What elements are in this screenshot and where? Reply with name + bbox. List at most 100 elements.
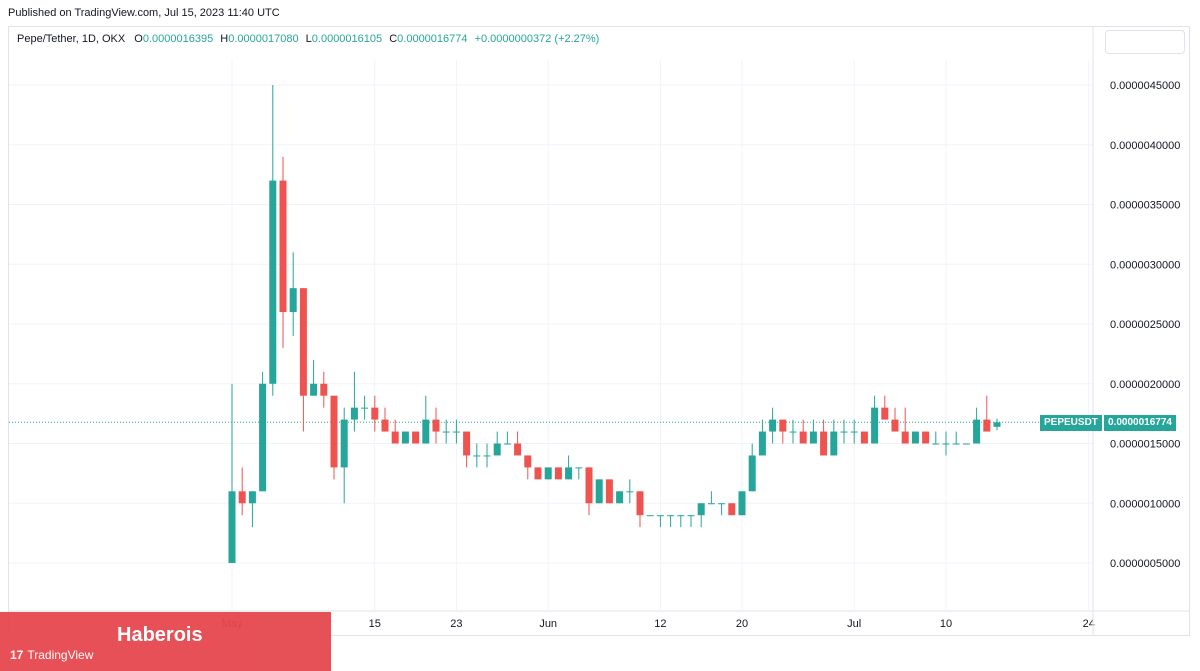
candle-body xyxy=(830,431,838,456)
candle-body xyxy=(299,288,307,396)
candle-body xyxy=(911,431,919,444)
candle-body xyxy=(554,467,562,480)
chart-frame xyxy=(8,26,1190,636)
legend-low-key: L xyxy=(305,33,312,45)
candle-body xyxy=(932,443,940,445)
tradingview-label: TradingView xyxy=(27,648,94,662)
candle-body xyxy=(626,491,634,493)
candle-body xyxy=(350,407,358,420)
candle-body xyxy=(850,431,858,433)
candle-body xyxy=(973,419,981,444)
candle-body xyxy=(330,395,338,468)
candle-body xyxy=(575,467,583,469)
candle-body xyxy=(595,479,603,504)
y-tick-label: 0.0000030000 xyxy=(1110,259,1180,271)
candle-body xyxy=(667,515,675,517)
candle-body xyxy=(493,443,501,456)
candle-body xyxy=(860,431,868,444)
watermark-name: Haberois xyxy=(117,624,203,646)
y-tick-label: 0.0000045000 xyxy=(1110,80,1180,92)
candle-body xyxy=(391,431,399,444)
candle-body xyxy=(381,419,389,432)
candle-body xyxy=(952,443,960,445)
x-tick-label: Jul xyxy=(847,618,861,630)
candle-body xyxy=(707,503,715,505)
legend-high-value: 0.0000017080 xyxy=(228,33,299,45)
candle-body xyxy=(677,515,685,517)
x-tick-label: 10 xyxy=(940,618,952,630)
candle-body xyxy=(340,419,348,468)
candle-body xyxy=(799,431,807,444)
candle-body xyxy=(238,491,246,504)
price-tag-value: 0.0000016774 xyxy=(1104,415,1176,431)
legend-symbol[interactable]: Pepe/Tether, 1D, OKX xyxy=(17,33,126,45)
candle-body xyxy=(514,443,522,456)
candle-body xyxy=(840,431,848,433)
candle-body xyxy=(442,431,450,433)
candle-body xyxy=(320,383,328,396)
candle-body xyxy=(820,431,828,456)
candle-body xyxy=(371,407,379,420)
legend-open-value: 0.0000016395 xyxy=(142,33,214,45)
candle-body xyxy=(503,443,511,445)
watermark-banner: Haberois 17 TradingView xyxy=(0,612,331,671)
y-tick-label: 0.0000040000 xyxy=(1110,140,1180,152)
candle-body xyxy=(758,431,766,456)
candle-body xyxy=(881,407,889,420)
candle-body xyxy=(422,419,430,444)
candle-body xyxy=(901,431,909,444)
legend-low-value: 0.0000016105 xyxy=(311,33,383,45)
candle-body xyxy=(534,467,542,480)
candle-body xyxy=(605,479,613,504)
candle-body xyxy=(809,431,817,444)
candle-body xyxy=(452,431,460,433)
candle-body xyxy=(656,515,664,517)
candle-body xyxy=(687,515,695,517)
ohlc-legend: Pepe/Tether, 1D, OKX O0.0000016395 H0.00… xyxy=(17,33,599,45)
legend-close-value: 0.0000016774 xyxy=(397,33,468,45)
candle-body xyxy=(310,383,318,396)
y-tick-label: 0.0000025000 xyxy=(1110,319,1180,331)
y-tick-label: 0.0000015000 xyxy=(1110,439,1180,451)
candle-body xyxy=(473,455,481,457)
candle-body xyxy=(585,467,593,504)
candle-body xyxy=(401,431,409,444)
candle-body xyxy=(738,491,746,516)
candle-body xyxy=(544,467,552,480)
price-tag-symbol: PEPEUSDT xyxy=(1040,415,1102,431)
legend-high-key: H xyxy=(220,33,229,45)
candle-body xyxy=(483,455,491,457)
tradingview-brand: 17 TradingView xyxy=(10,648,93,662)
candle-body xyxy=(891,419,899,432)
candle-body xyxy=(646,515,654,517)
candle-body xyxy=(993,422,1001,427)
candle-body xyxy=(524,455,532,468)
candle-body xyxy=(718,503,726,505)
candle-body xyxy=(962,443,970,445)
legend-open-key: O xyxy=(134,33,143,45)
tradingview-logo-icon: 17 xyxy=(10,648,24,662)
published-caption: Published on TradingView.com, Jul 15, 20… xyxy=(8,7,280,19)
candle-body xyxy=(412,431,420,444)
y-tick-label: 0.0000035000 xyxy=(1110,200,1180,212)
candle-body xyxy=(779,419,787,432)
x-tick-label: Jun xyxy=(539,618,557,630)
candle-body xyxy=(269,180,277,384)
candle-body xyxy=(728,503,736,516)
candle-body xyxy=(289,288,297,313)
candle-body xyxy=(871,407,879,444)
x-tick-label: 24 xyxy=(1083,618,1095,630)
x-tick-label: 15 xyxy=(369,618,381,630)
candle-body xyxy=(565,467,573,480)
candle-body xyxy=(748,455,756,492)
y-tick-label: 0.0000020000 xyxy=(1110,379,1180,391)
y-tick-label: 0.0000005000 xyxy=(1110,558,1180,570)
candle-body xyxy=(789,431,797,433)
legend-change-value: +0.0000000372 (+2.27%) xyxy=(474,33,600,45)
toolbar-placeholder[interactable] xyxy=(1105,30,1185,54)
x-tick-label: 20 xyxy=(736,618,748,630)
candle-body xyxy=(769,419,777,432)
candle-body xyxy=(636,491,644,516)
candle-body xyxy=(279,180,287,313)
